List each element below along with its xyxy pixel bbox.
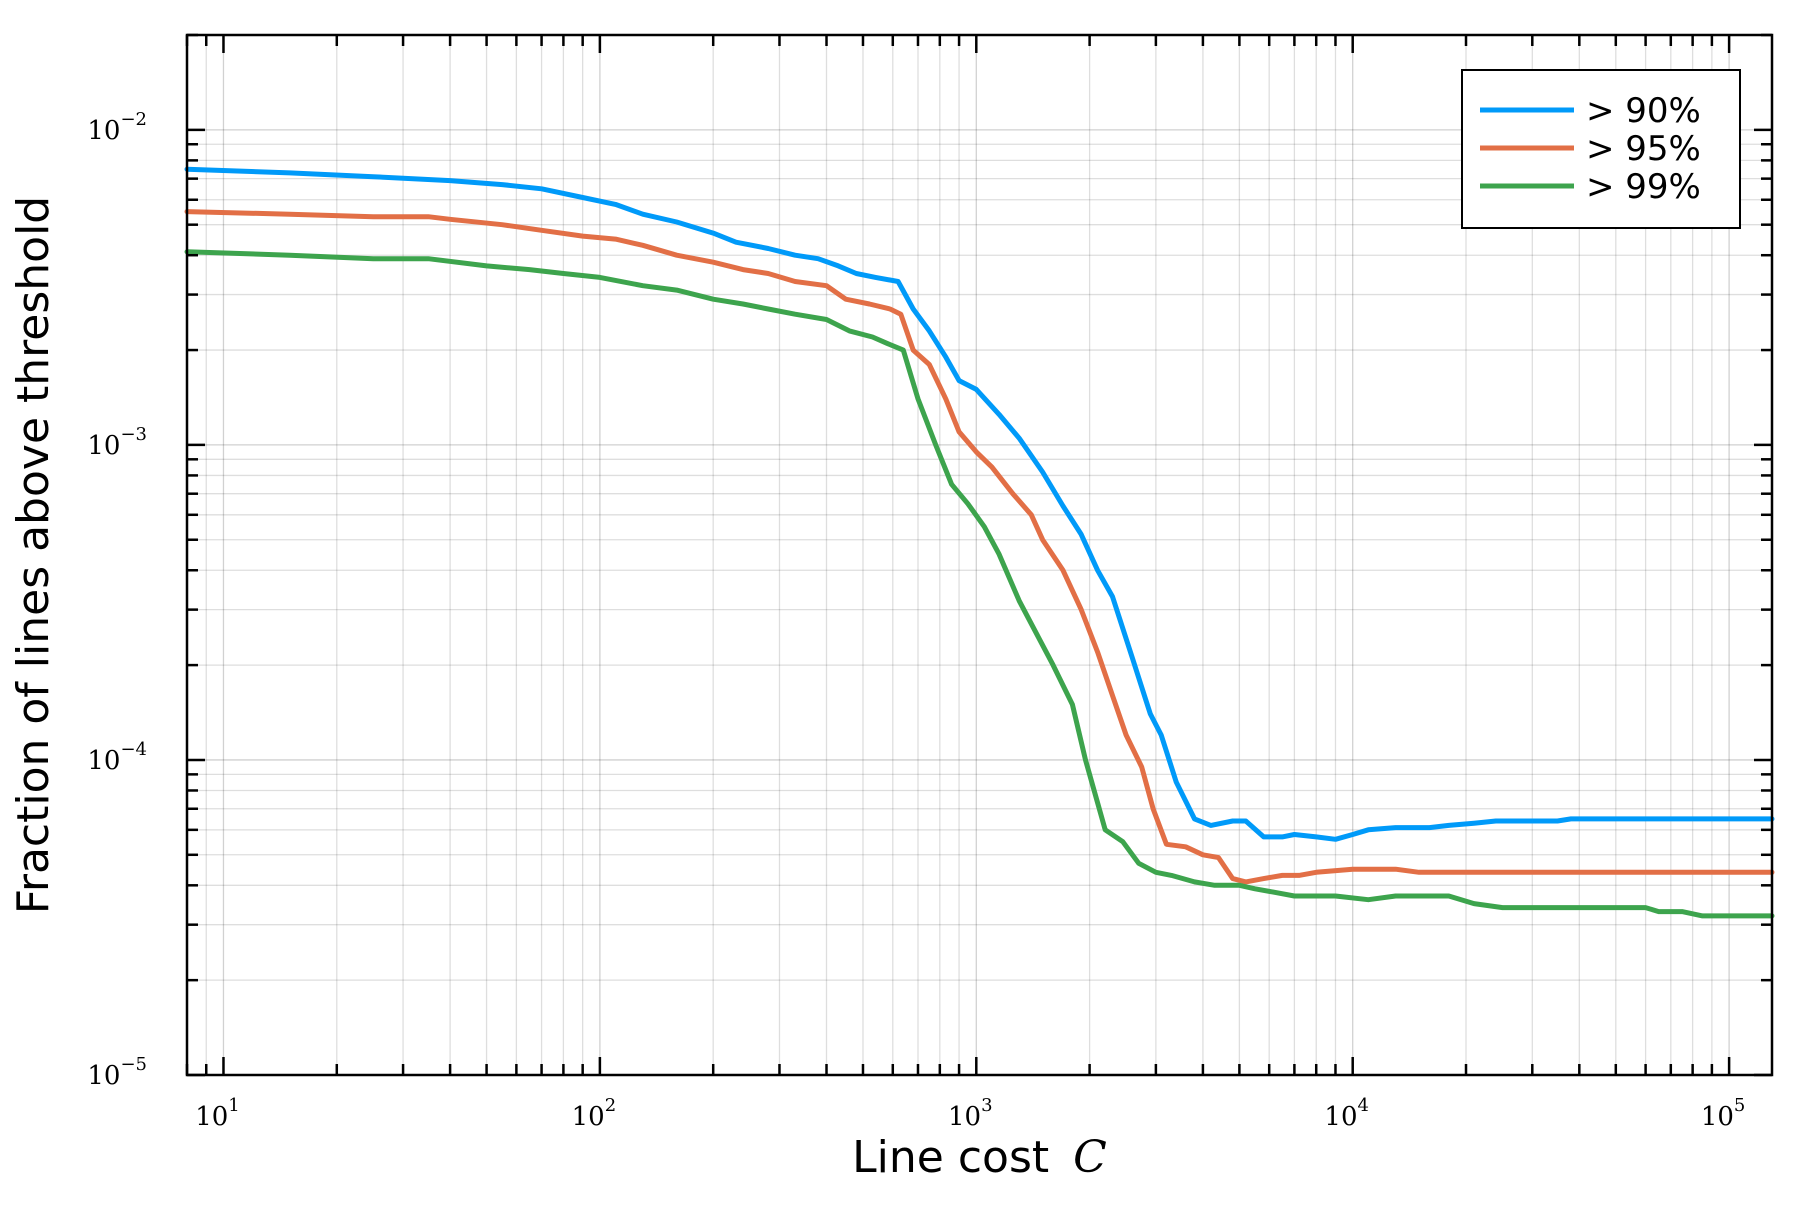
- x-tick-label-base: 10: [1701, 1102, 1734, 1132]
- plot-frame: [185, 33, 1774, 1077]
- y-tick-label: 10−3: [87, 424, 147, 461]
- y-tick-label: 10−2: [87, 109, 147, 146]
- x-tick-label-exponent: 2: [605, 1095, 616, 1116]
- y-tick-label-exponent: −2: [120, 109, 147, 130]
- x-tick-label-base: 10: [1324, 1102, 1357, 1132]
- grid: [186, 34, 1772, 1076]
- y-tick-label-exponent: −4: [120, 739, 147, 760]
- y-axis-label: Fraction of lines above threshold: [8, 196, 59, 914]
- series-line-3: [184, 249, 1775, 919]
- y-tick-label-exponent: −3: [120, 424, 147, 445]
- axis-ticks: [185, 33, 1772, 1077]
- x-axis-label-text: Line cost: [852, 1132, 1049, 1183]
- y-tick-label-base: 10: [87, 431, 120, 461]
- x-axis-label: Line cost C: [852, 1132, 1107, 1183]
- x-tick-label: 101: [195, 1095, 240, 1132]
- x-tick-label: 103: [948, 1095, 993, 1132]
- series-lines: [184, 166, 1775, 919]
- y-tick-label-base: 10: [87, 1061, 120, 1091]
- y-tick-label-base: 10: [87, 116, 120, 146]
- y-tick-label-base: 10: [87, 746, 120, 776]
- x-tick-label-exponent: 1: [228, 1095, 239, 1116]
- legend-label-3: > 99%: [1586, 167, 1701, 207]
- x-tick-label: 105: [1701, 1095, 1746, 1132]
- y-tick-label: 10−4: [87, 739, 147, 776]
- x-tick-label: 102: [572, 1095, 617, 1132]
- legend: > 90%> 95%> 99%: [1461, 69, 1741, 229]
- series-line-2: [184, 209, 1775, 885]
- x-tick-label-base: 10: [195, 1102, 228, 1132]
- legend-label-2: > 95%: [1586, 129, 1701, 169]
- x-tick-label-base: 10: [572, 1102, 605, 1132]
- x-tick-label-exponent: 3: [981, 1095, 992, 1116]
- x-tick-label-exponent: 5: [1734, 1095, 1745, 1116]
- series-line-1: [184, 166, 1775, 842]
- x-axis-label-variable: C: [1073, 1132, 1107, 1183]
- x-tick-label-exponent: 4: [1358, 1095, 1369, 1116]
- legend-label-1: > 90%: [1586, 91, 1701, 131]
- x-tick-label-base: 10: [948, 1102, 981, 1132]
- y-tick-label-exponent: −5: [120, 1054, 147, 1075]
- legend-items: > 90%> 95%> 99%: [1480, 91, 1701, 207]
- x-tick-label: 104: [1324, 1095, 1369, 1132]
- y-tick-label: 10−5: [87, 1054, 147, 1091]
